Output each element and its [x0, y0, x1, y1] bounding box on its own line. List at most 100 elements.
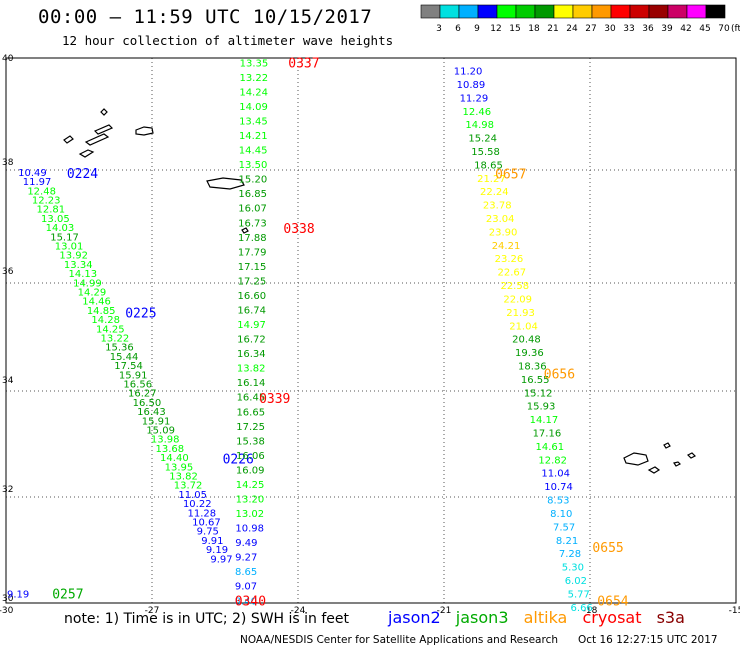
swh-value: 8.21 — [556, 536, 578, 547]
swh-value: 15.09 — [146, 426, 175, 437]
scale-label: 15 — [509, 24, 520, 34]
scale-label: 21 — [547, 24, 558, 34]
cryosat-pass-0337-0340: 13.35 13.22 14.24 14.09 13.45 14.21 14.45 13.50… — [235, 56, 320, 609]
swh-value: 15.44 — [110, 352, 139, 363]
legend-jason3: jason3 — [455, 608, 509, 627]
swh-value: 13.20 — [236, 495, 265, 506]
swh-value: 6.66 — [571, 603, 593, 614]
swh-value: 12.82 — [538, 455, 567, 466]
swh-value: 13.95 — [165, 462, 194, 473]
legend-cryosat: cryosat — [582, 608, 642, 627]
swh-value: 14.85 — [87, 306, 116, 317]
swh-value: 7.28 — [559, 549, 581, 560]
swh-value: 14.98 — [465, 120, 494, 131]
scale-label: 9 — [474, 24, 480, 34]
swh-value: 15.58 — [471, 147, 500, 158]
swh-value: 15.91 — [119, 370, 148, 381]
pass-time-label: 0226 — [223, 453, 254, 468]
credit-org: NOAA/NESDIS Center for Satellite Applica… — [240, 634, 558, 646]
island-outline — [686, 452, 697, 459]
swh-value: 16.60 — [237, 291, 266, 302]
y-axis-ticks: 40 38 36 34 32 30 — [2, 54, 14, 604]
pass-time-label: 0224 — [67, 167, 98, 182]
y-tick-label: 36 — [2, 267, 14, 277]
swh-value: 8.10 — [550, 509, 572, 520]
swh-value: 9.75 — [197, 527, 219, 538]
swh-value: 15.91 — [142, 416, 171, 427]
y-tick-label: 38 — [2, 158, 14, 168]
scale-label: 18 — [528, 24, 540, 34]
scale-swatch — [667, 4, 688, 19]
scale-swatch — [439, 4, 460, 19]
swh-value: 23.78 — [483, 201, 512, 212]
swh-value: 9.49 — [235, 538, 257, 549]
scale-label: 45 — [699, 24, 710, 34]
swh-value: 16.45 — [237, 393, 266, 404]
coastline-islands — [63, 108, 697, 474]
scale-swatch — [648, 4, 669, 19]
island-outline — [647, 466, 661, 474]
swh-value: 13.50 — [239, 160, 268, 171]
swh-value: 16.55 — [521, 375, 550, 386]
swh-value: 21.04 — [509, 321, 538, 332]
swh-value: 14.25 — [236, 480, 265, 491]
swh-value: 23.04 — [486, 214, 515, 225]
pass-time-label: 0257 — [52, 588, 83, 603]
swh-value: 16.74 — [237, 306, 266, 317]
page-subtitle: 12 hour collection of altimeter wave hei… — [62, 33, 394, 48]
swh-value: 23.90 — [489, 227, 518, 238]
swh-value: 13.98 — [151, 435, 180, 446]
swh-value: 13.82 — [237, 364, 266, 375]
x-tick-label: -18 — [583, 606, 598, 616]
jason3-pass-0257: 9.19 0257 — [7, 588, 84, 603]
scale-swatch — [553, 4, 574, 19]
swh-value: 9.19 — [206, 545, 228, 556]
swh-value: 16.09 — [236, 465, 265, 476]
swh-value: 17.79 — [238, 247, 267, 258]
swh-value: 17.88 — [238, 233, 267, 244]
swh-value: 17.16 — [533, 429, 562, 440]
swh-value: 8.40 — [235, 596, 257, 607]
swh-value: 20.48 — [512, 335, 541, 346]
y-tick-label: 30 — [2, 594, 14, 604]
x-tick-label: -30 — [0, 606, 14, 616]
swh-value: 10.49 — [18, 168, 47, 179]
altika-pass-0654-0657: 11.20 10.89 11.29 12.46 14.98 15.24 15.58 18.65… — [454, 67, 629, 614]
swh-value: 14.28 — [91, 315, 120, 326]
y-tick-label: 34 — [2, 376, 14, 386]
pass-time-label: 0656 — [544, 368, 575, 383]
swh-value: 13.02 — [236, 509, 265, 520]
swh-value: 16.72 — [237, 335, 266, 346]
scale-label: 42 — [680, 24, 691, 34]
swh-value: 16.65 — [236, 407, 265, 418]
pass-time-label: 0337 — [288, 56, 319, 71]
swh-value: 16.43 — [137, 407, 166, 418]
swh-value: 16.56 — [123, 380, 152, 391]
swh-value: 11.04 — [541, 469, 570, 480]
pass-time-label: 0339 — [259, 392, 290, 407]
island-outline — [78, 149, 95, 158]
scale-label: 12 — [490, 24, 501, 34]
swh-value: 19.36 — [515, 348, 544, 359]
pass-time-label: 0340 — [235, 594, 266, 609]
swh-value: 9.27 — [235, 553, 257, 564]
island-outline — [93, 124, 114, 135]
pass-time-label: 0657 — [495, 168, 526, 183]
scale-label: 36 — [642, 24, 654, 34]
scale-swatch — [534, 4, 555, 19]
swh-value: 9.97 — [210, 554, 232, 565]
scale-label: 27 — [585, 24, 596, 34]
swh-value: 14.13 — [69, 269, 98, 280]
scale-swatch — [477, 4, 498, 19]
scale-swatch — [458, 4, 479, 19]
swh-value: 13.45 — [239, 117, 268, 128]
swh-value: 23.26 — [495, 254, 524, 265]
swh-value: 16.27 — [128, 389, 157, 400]
swh-value: 12.48 — [27, 186, 56, 197]
pass-time-label: 0654 — [597, 594, 628, 609]
swh-value: 10.74 — [544, 482, 573, 493]
swh-value: 13.34 — [64, 260, 93, 271]
swh-value: 10.98 — [235, 524, 264, 535]
swh-value: 14.97 — [237, 320, 266, 331]
